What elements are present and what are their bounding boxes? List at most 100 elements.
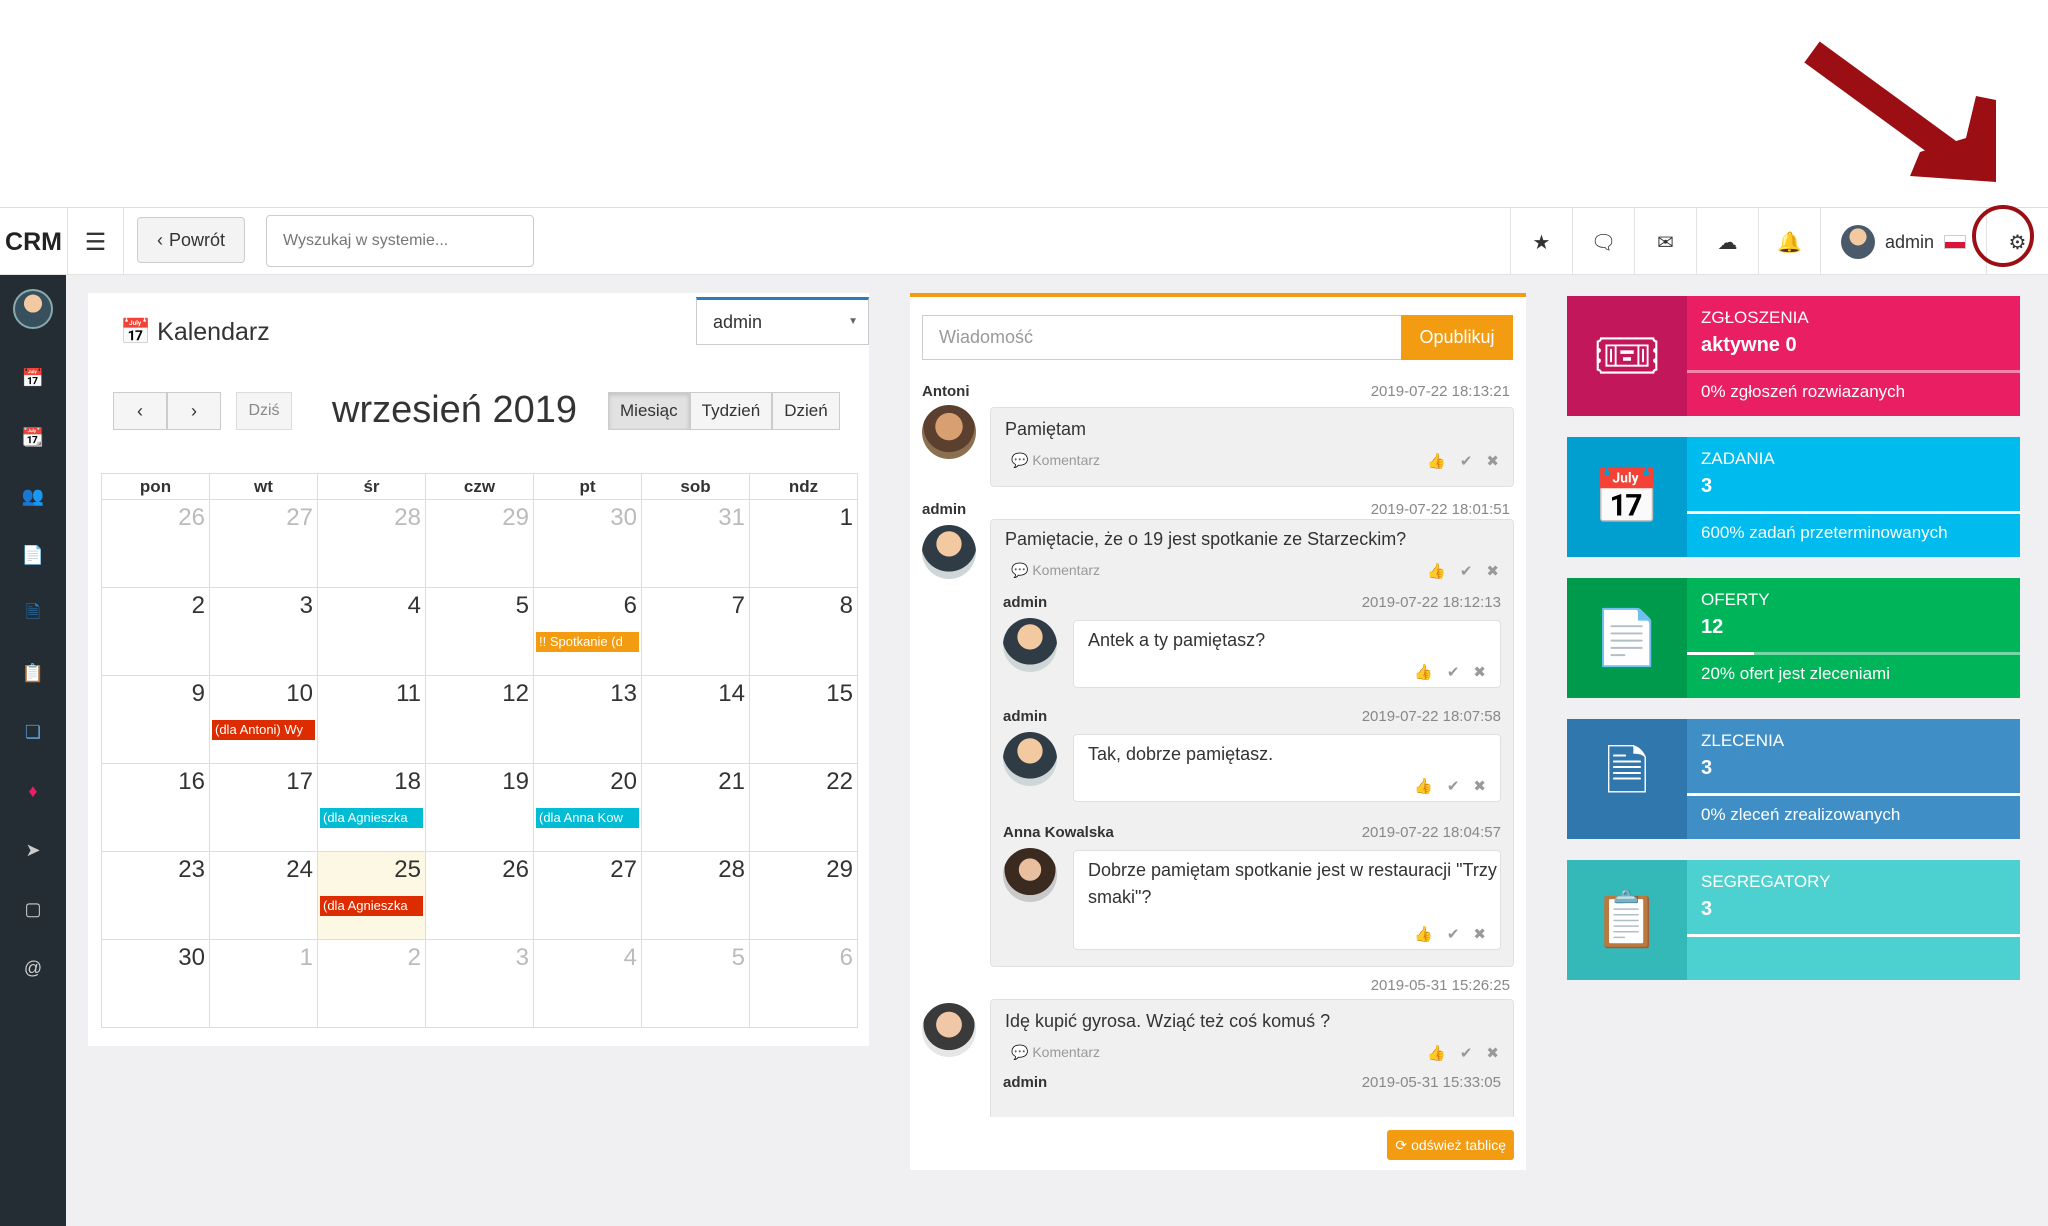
message-input[interactable]: Wiadomość [922, 315, 1402, 360]
calendar-day[interactable]: 20 (dla Anna Kow [533, 763, 642, 852]
tile-oferty[interactable]: 📄 OFERTY 12 20% ofert jest zleceniami [1567, 578, 2020, 698]
calendar-day[interactable]: 25 (dla Agnieszka [317, 851, 426, 940]
calendar-event[interactable]: (dla Agnieszka [320, 896, 423, 916]
view-day-button[interactable]: Dzień [772, 392, 840, 430]
menu-toggle-icon[interactable]: ☰ [68, 208, 124, 276]
calendar-day[interactable]: 23 [101, 851, 210, 940]
user-select[interactable]: admin [696, 297, 869, 345]
tile-zadania[interactable]: 📅 ZADANIA 3 600% zadań przeterminowanych [1567, 437, 2020, 557]
next-month-button[interactable]: › [167, 392, 221, 430]
thumbs-up-icon[interactable]: 👍 [1427, 1045, 1446, 1062]
cloud-icon[interactable]: ☁ [1696, 208, 1758, 276]
publish-button[interactable]: Opublikuj [1401, 315, 1513, 360]
calendar-day[interactable]: 1 [209, 939, 318, 1028]
calendar-day[interactable]: 9 [101, 675, 210, 764]
calendar-day[interactable]: 6 [749, 939, 858, 1028]
calendar-day[interactable]: 5 [641, 939, 750, 1028]
user-menu[interactable]: admin [1820, 208, 1986, 276]
calendar-check-icon[interactable]: 📆 [21, 427, 45, 447]
feed-list[interactable]: Antoni 2019-07-22 18:13:21 Pamiętam 💬 Ko… [910, 377, 1526, 1117]
calendar-day[interactable]: 27 [209, 499, 318, 588]
calendar-day[interactable]: 10 (dla Antoni) Wy [209, 675, 318, 764]
calendar-day[interactable]: 30 [533, 499, 642, 588]
view-week-button[interactable]: Tydzień [689, 392, 773, 430]
brand-logo[interactable]: CRM [0, 208, 68, 276]
calendar-day[interactable]: 17 [209, 763, 318, 852]
thumbs-up-icon[interactable]: 👍 [1414, 778, 1433, 795]
users-icon[interactable]: 👥 [21, 486, 45, 506]
check-icon[interactable]: ✔ [1446, 664, 1460, 681]
calendar-event[interactable]: (dla Agnieszka [320, 808, 423, 828]
copy-icon[interactable]: ❏ [24, 722, 42, 742]
at-icon[interactable]: @ [23, 958, 43, 978]
chat-icon[interactable]: 🗨 [1572, 208, 1634, 276]
bell-icon[interactable]: 🔔 [1758, 208, 1820, 276]
prev-month-button[interactable]: ‹ [113, 392, 167, 430]
calendar-event[interactable]: (dla Antoni) Wy [212, 720, 315, 740]
close-icon[interactable]: ✖ [1473, 926, 1486, 943]
comment-link[interactable]: 💬 Komentarz [1011, 452, 1101, 468]
calendar-day[interactable]: 12 [425, 675, 534, 764]
tile-zlecenia[interactable]: 🗎 ZLECENIA 3 0% zleceń zrealizowanych [1567, 719, 2020, 839]
thumbs-up-icon[interactable]: 👍 [1414, 926, 1433, 943]
send-icon[interactable]: ➤ [25, 840, 41, 860]
calendar-day[interactable]: 22 [749, 763, 858, 852]
calendar-day[interactable]: 29 [425, 499, 534, 588]
calendar-day[interactable]: 3 [425, 939, 534, 1028]
calendar-day[interactable]: 21 [641, 763, 750, 852]
thumbs-up-icon[interactable]: 👍 [1427, 563, 1446, 580]
thumbs-up-icon[interactable]: 👍 [1427, 453, 1446, 470]
calendar-day[interactable]: 11 [317, 675, 426, 764]
calendar-day[interactable]: 4 [317, 587, 426, 676]
calendar-day[interactable]: 14 [641, 675, 750, 764]
calendar-day[interactable]: 2 [317, 939, 426, 1028]
refresh-board-button[interactable]: ⟳ odśwież tablicę [1387, 1130, 1514, 1160]
calendar-day[interactable]: 2 [101, 587, 210, 676]
envelope-icon[interactable]: ✉ [1634, 208, 1696, 276]
close-icon[interactable]: ✖ [1473, 778, 1486, 795]
comment-link[interactable]: 💬 Komentarz [1011, 562, 1101, 578]
view-month-button[interactable]: Miesiąc [608, 392, 690, 430]
close-icon[interactable]: ✖ [1486, 563, 1499, 580]
calendar-day[interactable]: 8 [749, 587, 858, 676]
tile-segregatory[interactable]: 📋 SEGREGATORY 3 [1567, 860, 2020, 980]
calendar-day[interactable]: 29 [749, 851, 858, 940]
document-icon[interactable]: 📄 [21, 545, 45, 565]
thumbs-up-icon[interactable]: 👍 [1414, 664, 1433, 681]
comment-link[interactable]: 💬 Komentarz [1011, 1044, 1101, 1060]
today-button[interactable]: Dziś [236, 392, 292, 430]
calendar-icon[interactable]: 📅 [21, 368, 45, 388]
calendar-day[interactable]: 27 [533, 851, 642, 940]
close-icon[interactable]: ✖ [1486, 1045, 1499, 1062]
close-icon[interactable]: ✖ [1473, 664, 1486, 681]
search-input[interactable] [266, 215, 534, 267]
sidebar-avatar[interactable] [13, 289, 53, 329]
clipboard-icon[interactable]: 📋 [21, 663, 45, 683]
back-button[interactable]: ‹ Powrót [137, 217, 245, 263]
close-icon[interactable]: ✖ [1486, 453, 1499, 470]
square-icon[interactable]: ▢ [24, 899, 42, 919]
check-icon[interactable]: ✔ [1446, 778, 1460, 795]
check-icon[interactable]: ✔ [1459, 453, 1473, 470]
calendar-event[interactable]: (dla Anna Kow [536, 808, 639, 828]
calendar-day[interactable]: 16 [101, 763, 210, 852]
tile-zgloszenia[interactable]: 🎟 ZGŁOSZENIA aktywne 0 0% zgłoszeń rozwi… [1567, 296, 2020, 416]
calendar-day[interactable]: 30 [101, 939, 210, 1028]
check-icon[interactable]: ✔ [1459, 1045, 1473, 1062]
calendar-day[interactable]: 4 [533, 939, 642, 1028]
calendar-day[interactable]: 5 [425, 587, 534, 676]
calendar-day[interactable]: 15 [749, 675, 858, 764]
calendar-day[interactable]: 31 [641, 499, 750, 588]
calendar-day[interactable]: 24 [209, 851, 318, 940]
pdf-icon[interactable]: 🗎 [25, 601, 41, 622]
calendar-day[interactable]: 19 [425, 763, 534, 852]
ticket-icon[interactable]: ♦ [28, 781, 38, 801]
calendar-day[interactable]: 6 !! Spotkanie (d [533, 587, 642, 676]
check-icon[interactable]: ✔ [1459, 563, 1473, 580]
calendar-day[interactable]: 7 [641, 587, 750, 676]
calendar-day[interactable]: 28 [317, 499, 426, 588]
star-icon[interactable]: ★ [1510, 208, 1572, 276]
calendar-day[interactable]: 3 [209, 587, 318, 676]
calendar-event[interactable]: !! Spotkanie (d [536, 632, 639, 652]
calendar-day[interactable]: 26 [425, 851, 534, 940]
